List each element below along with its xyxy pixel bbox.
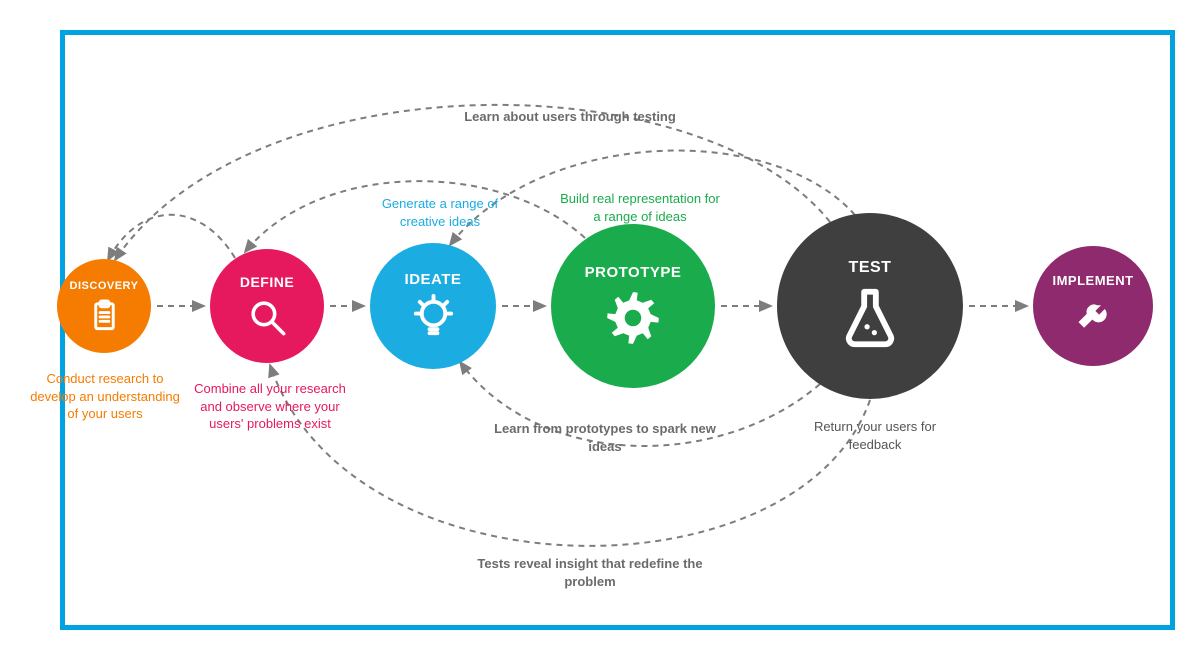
node-define-title: DEFINE xyxy=(240,274,294,290)
node-implement: IMPLEMENT xyxy=(1033,246,1153,366)
caption-ideate: Generate a range of creative ideas xyxy=(365,195,515,230)
magnify-icon xyxy=(246,296,289,339)
node-ideate-title: IDEATE xyxy=(405,271,462,288)
feedback-label-test-to-define-bottom: Tests reveal insight that redefine the p… xyxy=(470,555,710,590)
wrench-icon xyxy=(1071,294,1116,339)
node-discovery-title: DISCOVERY xyxy=(70,280,139,292)
node-test-title: TEST xyxy=(849,259,892,277)
node-prototype: PROTOTYPE xyxy=(551,224,715,388)
node-discovery: DISCOVERY xyxy=(57,259,151,353)
node-prototype-title: PROTOTYPE xyxy=(585,264,682,281)
feedback-label-test-to-discovery-top: Learn about users through testing xyxy=(430,108,710,126)
node-ideate: IDEATE xyxy=(370,243,496,369)
node-implement-title: IMPLEMENT xyxy=(1052,273,1133,288)
node-test: TEST xyxy=(777,213,963,399)
caption-prototype: Build real representation for a range of… xyxy=(555,190,725,225)
gear-icon xyxy=(602,287,664,349)
caption-define: Combine all your research and observe wh… xyxy=(190,380,350,433)
flask-icon xyxy=(835,283,905,353)
clipboard-icon xyxy=(87,298,122,333)
caption-discovery: Conduct research to develop an understan… xyxy=(30,370,180,423)
node-define: DEFINE xyxy=(210,249,324,363)
feedback-label-test-to-ideate-bottom: Learn from prototypes to spark new ideas xyxy=(490,420,720,455)
bulb-icon xyxy=(410,294,457,341)
caption-test: Return your users for feedback xyxy=(795,418,955,453)
